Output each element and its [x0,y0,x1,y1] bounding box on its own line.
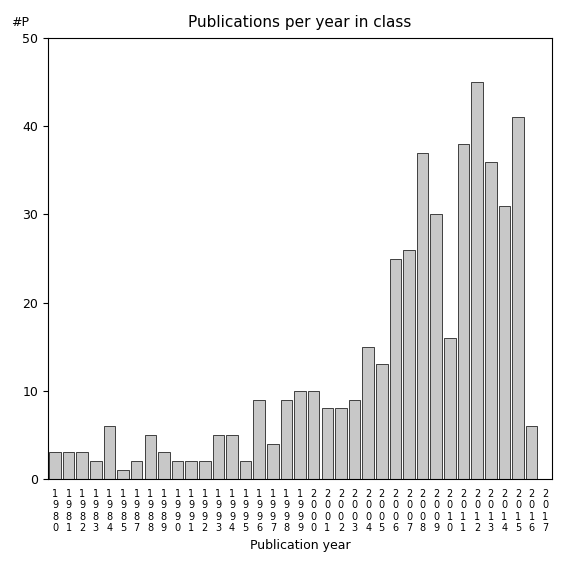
Bar [213,435,224,479]
Bar [376,365,388,479]
Y-axis label: #P: #P [11,16,29,29]
Bar [512,117,524,479]
Bar [253,400,265,479]
Bar [430,214,442,479]
Bar [335,408,347,479]
Bar [349,400,361,479]
Bar [267,443,278,479]
Bar [90,462,101,479]
Bar [321,408,333,479]
Bar [485,162,497,479]
Bar [281,400,292,479]
Bar [417,153,429,479]
Bar [403,249,415,479]
Bar [498,206,510,479]
Bar [308,391,319,479]
Bar [390,259,401,479]
Bar [131,462,142,479]
Bar [117,470,129,479]
Bar [526,426,538,479]
Bar [77,452,88,479]
Bar [294,391,306,479]
Bar [226,435,238,479]
Bar [362,346,374,479]
Bar [49,452,61,479]
Title: Publications per year in class: Publications per year in class [188,15,412,30]
Bar [172,462,183,479]
Bar [158,452,170,479]
Bar [458,144,469,479]
Bar [63,452,74,479]
X-axis label: Publication year: Publication year [250,539,350,552]
Bar [145,435,156,479]
Bar [104,426,115,479]
Bar [199,462,210,479]
Bar [240,462,251,479]
Bar [444,338,456,479]
Bar [185,462,197,479]
Bar [471,82,483,479]
